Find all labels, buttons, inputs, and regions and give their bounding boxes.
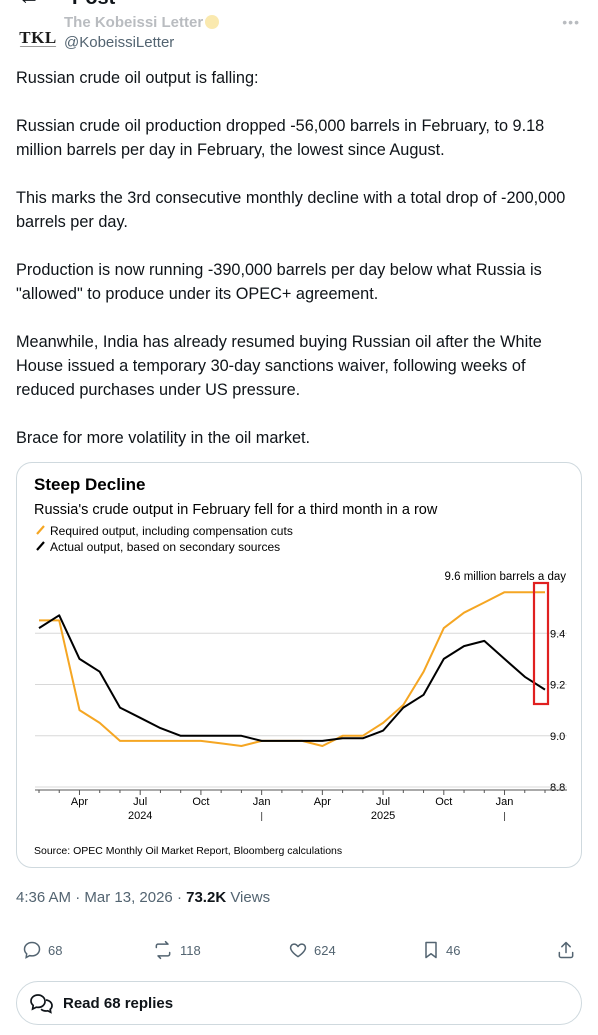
action-bar: 68 118 624 46 — [16, 936, 582, 964]
legend-swatch-actual — [36, 541, 45, 551]
author-name-text: The Kobeissi Letter — [64, 14, 204, 31]
meta-separator: · — [172, 889, 187, 906]
legend-swatch-required — [36, 525, 45, 535]
legend-label-required: Required output, including compensation … — [50, 524, 293, 538]
author-name[interactable]: The Kobeissi Letter — [64, 14, 220, 31]
chat-bubbles-icon — [30, 994, 53, 1014]
tweet-paragraph: This marks the 3rd consecutive monthly d… — [16, 189, 566, 231]
views-count: 73.2K — [186, 889, 227, 906]
legend-label-actual: Actual output, based on secondary source… — [50, 540, 280, 554]
meta-separator: · — [71, 889, 85, 906]
author-row: TKL The Kobeissi Letter @KobeissiLetter … — [16, 12, 586, 58]
reply-count: 68 — [48, 942, 63, 958]
x-tick-label: Jan — [496, 796, 514, 808]
avatar-logo: TKL — [19, 27, 57, 47]
tweet-paragraph: Russian crude oil output is falling: — [16, 69, 259, 87]
top-bar: ← Post — [0, 0, 598, 12]
tweet-paragraph: Brace for more volatility in the oil mar… — [16, 429, 311, 447]
x-tick-label: Oct — [435, 796, 452, 808]
repost-count: 118 — [180, 942, 201, 958]
repost-button[interactable]: 118 — [152, 936, 201, 964]
repost-icon — [155, 940, 171, 960]
tweet-paragraph: Production is now running -390,000 barre… — [16, 261, 542, 303]
x-tick-label: Jul — [133, 796, 147, 808]
views-label: Views — [226, 889, 271, 906]
read-replies-button[interactable]: Read 68 replies — [16, 981, 582, 1025]
x-tick-label: Jul — [376, 796, 390, 808]
chart-title: Steep Decline — [34, 475, 146, 494]
year-label: 2025 — [371, 810, 395, 822]
bookmark-count: 46 — [446, 942, 461, 958]
tweet-paragraph: Meanwhile, India has already resumed buy… — [16, 333, 542, 399]
arrow-left-icon[interactable]: ← — [18, 0, 40, 8]
verified-badge-icon — [205, 15, 220, 29]
x-tick-label: Oct — [192, 796, 209, 808]
author-handle[interactable]: @KobeissiLetter — [64, 34, 175, 51]
avatar[interactable]: TKL — [18, 18, 58, 58]
like-count: 624 — [314, 942, 336, 958]
y-tick-label: 9.2 — [550, 680, 565, 692]
share-button[interactable] — [556, 936, 582, 964]
year-label: 2024 — [128, 810, 152, 822]
series-line-actual — [38, 614, 546, 742]
heart-icon — [289, 943, 307, 958]
tweet-date[interactable]: Mar 13, 2026 — [84, 889, 173, 906]
bookmark-button[interactable]: 46 — [422, 936, 460, 964]
tweet-meta: 4:36 AM · Mar 13, 2026 · 73.2K Views — [16, 889, 270, 906]
x-tick-label: Apr — [314, 796, 331, 808]
tweet-time[interactable]: 4:36 AM — [16, 889, 72, 906]
series-line-required — [39, 591, 545, 747]
chart-subtitle: Russia's crude output in February fell f… — [34, 502, 438, 518]
chart-svg: Steep Decline Russia's crude output in F… — [34, 475, 567, 857]
chart-source: Source: OPEC Monthly Oil Market Report, … — [34, 845, 342, 857]
more-options-icon[interactable]: ••• — [562, 14, 580, 30]
x-tick-label: Jan — [253, 796, 271, 808]
tweet-paragraph: Russian crude oil production dropped -56… — [16, 117, 545, 159]
y-tick-label: 8.8 — [550, 782, 565, 794]
y-tick-label: 9.0 — [550, 731, 565, 743]
chart-image[interactable]: Steep Decline Russia's crude output in F… — [16, 462, 582, 868]
like-button[interactable]: 624 — [288, 936, 336, 964]
y-tick-label: 9.4 — [550, 628, 565, 640]
highlight-box — [532, 581, 550, 706]
tweet-text: Russian crude oil output is falling: Rus… — [16, 66, 582, 474]
unit-label: 9.6 million barrels a day — [445, 571, 567, 583]
reply-button[interactable]: 68 — [22, 936, 62, 964]
reply-icon — [23, 941, 41, 959]
read-replies-label: Read 68 replies — [63, 994, 174, 1012]
bookmark-icon — [425, 941, 437, 959]
page-title: Post — [72, 0, 115, 10]
x-tick-label: Apr — [71, 796, 88, 808]
share-icon — [558, 941, 574, 959]
